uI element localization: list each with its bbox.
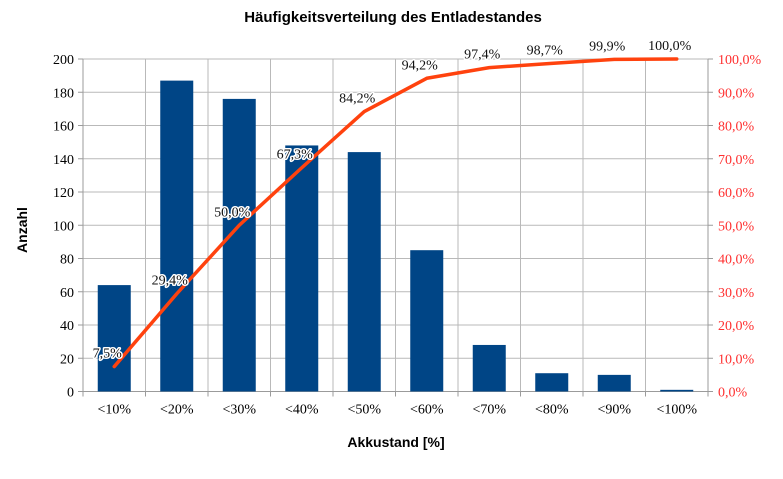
category-label: <30%: [222, 403, 256, 418]
cumulative-point-label: 100,0%: [648, 39, 692, 54]
left-axis-tick-label: 140: [53, 153, 74, 168]
right-axis-tick-label: 60,0%: [718, 186, 755, 201]
left-axis-tick-label: 20: [60, 352, 74, 367]
right-axis-tick-label: 70,0%: [718, 153, 755, 168]
frequency-bar: [222, 98, 256, 392]
right-axis-tick-label: 100,0%: [718, 53, 762, 68]
right-axis-tick-label: 0,0%: [718, 386, 748, 401]
category-label: <40%: [285, 403, 319, 418]
cumulative-point-label: 97,4%: [464, 48, 501, 63]
right-axis-tick-label: 90,0%: [718, 86, 755, 101]
chart-title: Häufigkeitsverteilung des Entladestandes: [244, 9, 542, 26]
cumulative-point-label: 94,2%: [402, 58, 439, 73]
left-axis-tick-label: 0: [67, 386, 74, 401]
left-axis-tick-label: 60: [60, 286, 74, 301]
right-axis-tick-label: 20,0%: [718, 319, 755, 334]
left-axis-tick-label: 120: [53, 186, 74, 201]
left-axis-tick-label: 100: [53, 219, 74, 234]
cumulative-point-label: 99,9%: [589, 39, 626, 54]
category-label: <100%: [656, 403, 697, 418]
frequency-bar: [160, 80, 194, 392]
right-axis-tick-label: 50,0%: [718, 219, 755, 234]
frequency-bar: [597, 374, 631, 392]
bar-series: [97, 80, 694, 392]
right-axis-tick-label: 30,0%: [718, 286, 755, 301]
frequency-bar: [97, 285, 131, 392]
cumulative-percentage-line: [112, 57, 679, 369]
cumulative-point-label: 67,3%: [277, 148, 314, 163]
right-axis-tick-label: 40,0%: [718, 253, 755, 268]
left-axis-tick-label: 180: [53, 86, 74, 101]
frequency-bar: [410, 250, 444, 392]
category-label: <10%: [97, 403, 131, 418]
category-label: <90%: [597, 403, 631, 418]
cumulative-point-label: 7,5%: [93, 347, 123, 362]
category-label: <50%: [347, 403, 381, 418]
cumulative-point-label: 29,4%: [152, 274, 189, 289]
frequency-bar: [660, 389, 694, 392]
left-axis-tick-label: 160: [53, 120, 74, 135]
left-axis-tick-label: 200: [53, 53, 74, 68]
category-label: <20%: [160, 403, 194, 418]
y-axis-title: Anzahl: [14, 207, 30, 253]
left-axis-tick-label: 40: [60, 319, 74, 334]
cumulative-point-label: 98,7%: [527, 43, 564, 58]
category-label: <70%: [472, 403, 506, 418]
frequency-bar: [285, 145, 319, 392]
category-label: <80%: [535, 403, 569, 418]
frequency-bar: [535, 373, 569, 392]
axis-layer: 0 0,0% 20 10,0% 40 20,0% 60 30,0% 80 40,0% 100 50,0…: [53, 53, 762, 418]
right-axis-tick-label: 10,0%: [718, 352, 755, 367]
cumulative-point-label: 50,0%: [214, 205, 251, 220]
left-axis-tick-label: 80: [60, 253, 74, 268]
frequency-bar: [472, 344, 506, 392]
right-axis-tick-label: 80,0%: [718, 120, 755, 135]
cumulative-line-series: [112, 57, 679, 369]
data-label-layer: 7,5% 29,4% 50,0% 67,3% 84,2% 94,2% 97,4% 98,7% 9…: [91, 38, 693, 364]
cumulative-point-label: 84,2%: [339, 92, 376, 107]
x-axis-title: Akkustand [%]: [347, 434, 444, 450]
category-label: <60%: [410, 403, 444, 418]
frequency-bar: [347, 152, 381, 392]
